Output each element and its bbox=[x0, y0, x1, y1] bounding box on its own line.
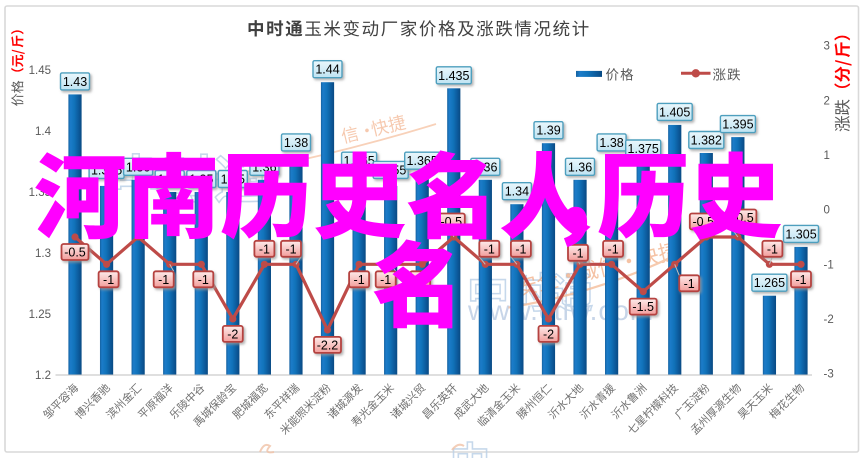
svg-text:1.36: 1.36 bbox=[568, 160, 592, 174]
svg-text:-2: -2 bbox=[227, 327, 238, 341]
svg-text:1.2: 1.2 bbox=[35, 370, 51, 382]
svg-text:-3: -3 bbox=[824, 369, 834, 381]
svg-text:1: 1 bbox=[824, 150, 830, 162]
svg-text:-1: -1 bbox=[608, 242, 619, 256]
svg-text:1.43: 1.43 bbox=[63, 75, 87, 89]
svg-text:-1: -1 bbox=[767, 242, 778, 256]
svg-text:1.405: 1.405 bbox=[659, 105, 690, 119]
svg-text:1.34: 1.34 bbox=[505, 185, 529, 199]
svg-text:1.25: 1.25 bbox=[29, 309, 51, 321]
svg-text:1.3: 1.3 bbox=[35, 248, 51, 260]
svg-text:2: 2 bbox=[824, 95, 830, 107]
svg-text:1.45: 1.45 bbox=[29, 65, 51, 77]
svg-text:1.4: 1.4 bbox=[35, 126, 52, 138]
svg-text:-1: -1 bbox=[198, 273, 209, 287]
svg-text:-1: -1 bbox=[484, 242, 495, 256]
svg-text:3: 3 bbox=[824, 41, 830, 53]
svg-text:-1.5: -1.5 bbox=[632, 300, 654, 314]
svg-text:-1: -1 bbox=[380, 273, 391, 287]
svg-text:1.44: 1.44 bbox=[315, 63, 339, 77]
svg-text:0: 0 bbox=[824, 205, 830, 217]
svg-text:-1: -1 bbox=[684, 277, 695, 291]
svg-text:-2: -2 bbox=[824, 314, 834, 326]
svg-text:1.382: 1.382 bbox=[691, 134, 722, 148]
svg-text:-1: -1 bbox=[285, 242, 296, 256]
svg-text:-0.5: -0.5 bbox=[64, 246, 86, 260]
svg-text:-1: -1 bbox=[572, 246, 583, 260]
svg-text:-1: -1 bbox=[103, 273, 114, 287]
svg-text:1.395: 1.395 bbox=[722, 118, 753, 132]
svg-text:1.305: 1.305 bbox=[785, 227, 816, 241]
svg-text:1.435: 1.435 bbox=[438, 69, 469, 83]
svg-text:-1: -1 bbox=[795, 273, 806, 287]
svg-text:-1: -1 bbox=[259, 242, 270, 256]
svg-text:-1: -1 bbox=[824, 259, 834, 271]
svg-text:1.38: 1.38 bbox=[599, 136, 623, 150]
svg-text:1.38: 1.38 bbox=[284, 136, 308, 150]
svg-text:-1: -1 bbox=[158, 273, 169, 287]
svg-text:-1: -1 bbox=[354, 273, 365, 287]
svg-text:-2: -2 bbox=[543, 327, 554, 341]
svg-text:-2.2: -2.2 bbox=[317, 338, 339, 352]
svg-text:-1: -1 bbox=[515, 242, 526, 256]
svg-text:1.375: 1.375 bbox=[628, 142, 659, 156]
svg-text:1.265: 1.265 bbox=[754, 276, 785, 290]
svg-text:1.39: 1.39 bbox=[536, 124, 560, 138]
